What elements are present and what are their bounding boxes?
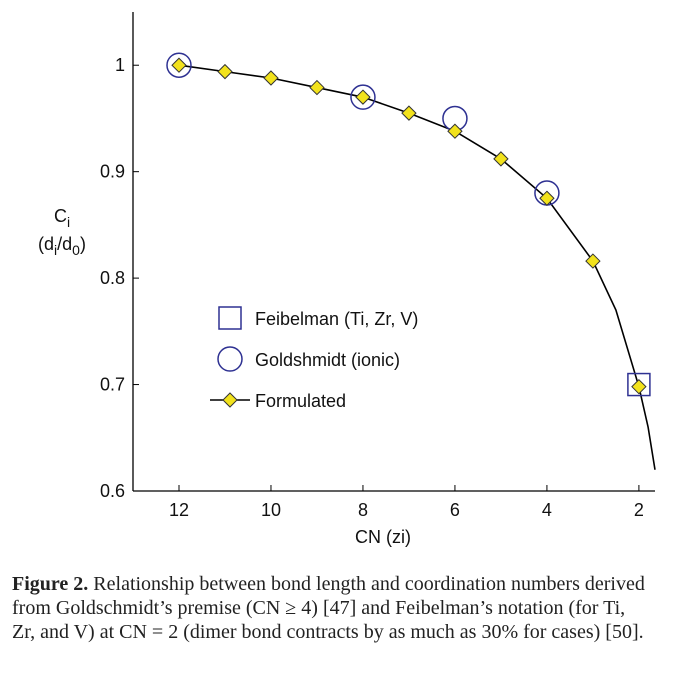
x-tick-label: 2 [634, 500, 644, 520]
y-tick-label: 0.6 [100, 481, 125, 501]
y-tick-label: 0.7 [100, 375, 125, 395]
y-tick-label: 0.9 [100, 162, 125, 182]
y-tick-label: 1 [115, 55, 125, 75]
legend-label: Feibelman (Ti, Zr, V) [255, 309, 418, 329]
diamond-marker [631, 378, 647, 395]
y-axis-label: Ci [54, 206, 70, 230]
diamond-marker [171, 57, 187, 73]
x-tick-label: 4 [542, 500, 552, 520]
x-tick-label: 12 [169, 500, 189, 520]
caption-label: Figure 2. [12, 573, 89, 595]
x-axis-label: CN (zi) [355, 527, 411, 547]
y-axis-label: (di/d0) [38, 234, 86, 258]
diamond-marker [447, 123, 463, 139]
legend-label: Goldshmidt (ionic) [255, 350, 400, 370]
x-tick-label: 6 [450, 500, 460, 520]
caption-text: Relationship between bond length and coo… [12, 573, 645, 643]
legend-marker [222, 392, 238, 408]
diamond-marker [493, 151, 509, 167]
legend-marker [218, 306, 242, 330]
diamond-marker [539, 190, 555, 206]
circle-marker [350, 84, 376, 110]
diamond-marker [401, 105, 417, 121]
diamond-marker [309, 79, 325, 96]
legend-label: Formulated [255, 391, 346, 411]
diamond-marker [217, 63, 233, 80]
circle-marker [166, 52, 192, 78]
diamond-marker [585, 253, 601, 269]
legend-marker [217, 346, 243, 372]
y-tick-label: 0.8 [100, 268, 125, 288]
diamond-marker [263, 70, 279, 86]
diamond-marker [355, 89, 371, 105]
x-tick-label: 10 [261, 500, 281, 520]
chart: CN (zi) Ci (di/d0) 0.6 0.7 0.8 0.9 1 12 10 8 6 4 2… [38, 12, 656, 547]
caption: Figure 2. Relationship between bond leng… [12, 572, 652, 644]
curve [178, 64, 656, 470]
square-marker [627, 372, 651, 397]
x-tick-label: 8 [358, 500, 368, 520]
